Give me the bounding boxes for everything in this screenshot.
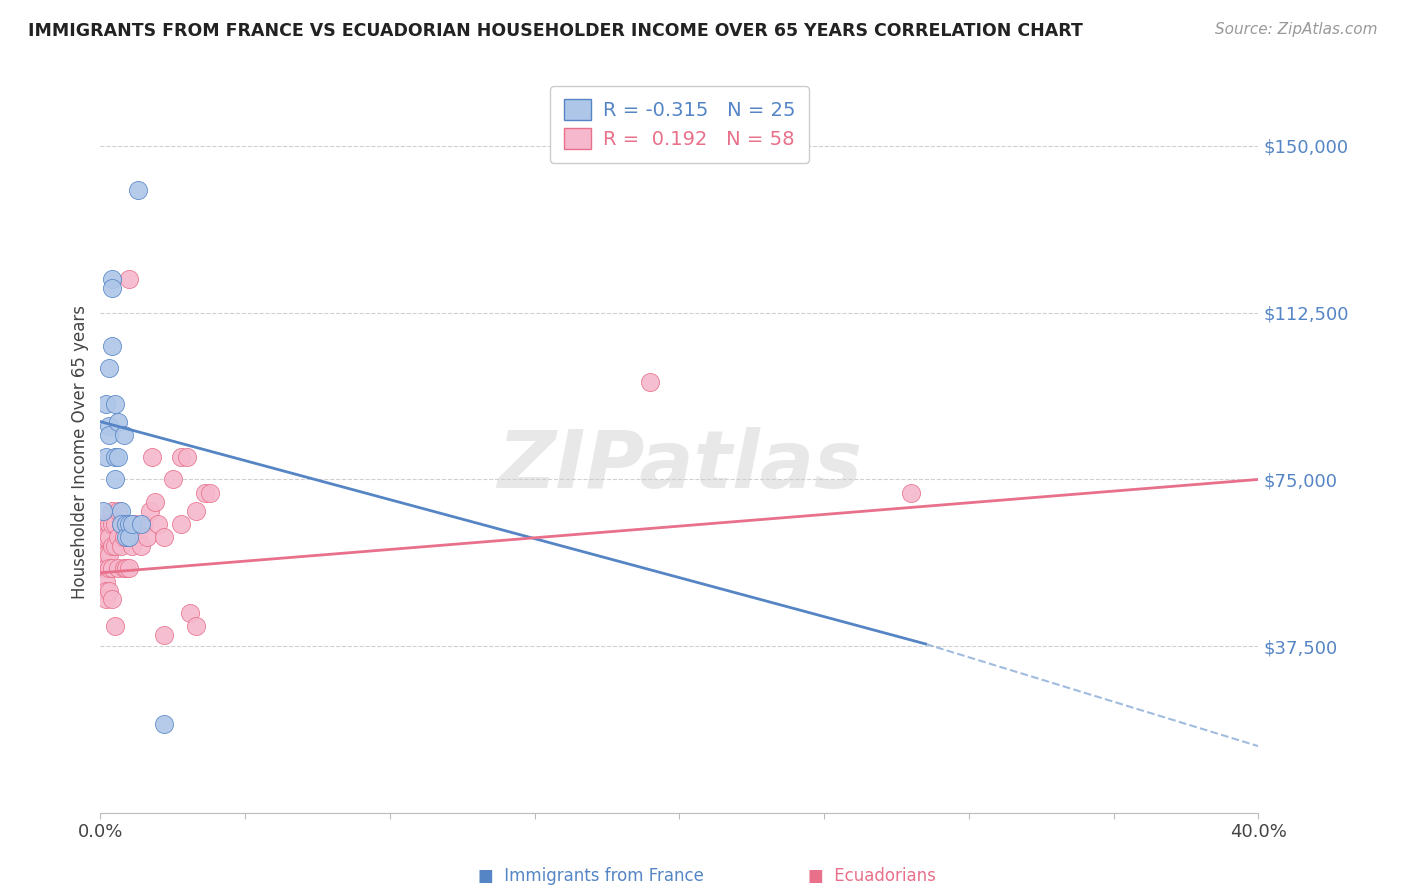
Point	[98, 548, 121, 562]
Point	[118, 272, 141, 286]
Point	[104, 472, 127, 486]
Point	[110, 516, 132, 531]
Point	[112, 428, 135, 442]
Point	[129, 539, 152, 553]
Point	[110, 539, 132, 553]
Point	[170, 450, 193, 465]
Point	[94, 397, 117, 411]
Point	[118, 530, 141, 544]
Point	[107, 561, 129, 575]
Point	[98, 361, 121, 376]
Point	[101, 281, 124, 295]
Point	[98, 530, 121, 544]
Point	[115, 516, 138, 531]
Point	[118, 516, 141, 531]
Point	[101, 561, 124, 575]
Point	[153, 717, 176, 731]
Point	[107, 450, 129, 465]
Point	[101, 272, 124, 286]
Point	[101, 539, 124, 553]
Point	[900, 485, 922, 500]
Point	[94, 574, 117, 589]
Point	[98, 516, 121, 531]
Point	[640, 375, 662, 389]
Point	[101, 503, 124, 517]
Point	[91, 516, 114, 531]
Point	[112, 530, 135, 544]
Text: IMMIGRANTS FROM FRANCE VS ECUADORIAN HOUSEHOLDER INCOME OVER 65 YEARS CORRELATIO: IMMIGRANTS FROM FRANCE VS ECUADORIAN HOU…	[28, 22, 1083, 40]
Point	[104, 450, 127, 465]
Point	[121, 516, 143, 531]
Point	[107, 530, 129, 544]
Y-axis label: Householder Income Over 65 years: Householder Income Over 65 years	[72, 305, 89, 599]
Point	[118, 530, 141, 544]
Legend: R = -0.315   N = 25, R =  0.192   N = 58: R = -0.315 N = 25, R = 0.192 N = 58	[550, 86, 808, 163]
Point	[101, 339, 124, 353]
Point	[124, 516, 146, 531]
Point	[110, 503, 132, 517]
Point	[94, 583, 117, 598]
Point	[135, 530, 157, 544]
Point	[115, 530, 138, 544]
Point	[200, 485, 222, 500]
Point	[127, 530, 149, 544]
Point	[91, 561, 114, 575]
Point	[176, 450, 198, 465]
Point	[162, 472, 184, 486]
Point	[104, 619, 127, 633]
Point	[184, 619, 207, 633]
Point	[107, 503, 129, 517]
Point	[194, 485, 217, 500]
Point	[94, 592, 117, 607]
Point	[101, 516, 124, 531]
Point	[143, 494, 166, 508]
Point	[104, 516, 127, 531]
Text: Source: ZipAtlas.com: Source: ZipAtlas.com	[1215, 22, 1378, 37]
Point	[132, 516, 155, 531]
Point	[91, 530, 114, 544]
Point	[138, 503, 160, 517]
Point	[115, 516, 138, 531]
Point	[98, 419, 121, 434]
Text: ■  Ecuadorians: ■ Ecuadorians	[808, 867, 935, 885]
Point	[115, 561, 138, 575]
Point	[94, 450, 117, 465]
Point	[184, 503, 207, 517]
Point	[104, 539, 127, 553]
Point	[112, 561, 135, 575]
Text: ZIPatlas: ZIPatlas	[496, 427, 862, 505]
Point	[179, 606, 201, 620]
Text: ■  Immigrants from France: ■ Immigrants from France	[478, 867, 703, 885]
Point	[118, 561, 141, 575]
Point	[94, 548, 117, 562]
Point	[98, 428, 121, 442]
Point	[91, 548, 114, 562]
Point	[127, 183, 149, 197]
Point	[141, 450, 163, 465]
Point	[101, 592, 124, 607]
Point	[91, 503, 114, 517]
Point	[107, 415, 129, 429]
Point	[148, 516, 170, 531]
Point	[121, 539, 143, 553]
Point	[98, 583, 121, 598]
Point	[104, 397, 127, 411]
Point	[94, 530, 117, 544]
Point	[98, 561, 121, 575]
Point	[153, 530, 176, 544]
Point	[110, 516, 132, 531]
Point	[153, 628, 176, 642]
Point	[129, 516, 152, 531]
Point	[94, 561, 117, 575]
Point	[170, 516, 193, 531]
